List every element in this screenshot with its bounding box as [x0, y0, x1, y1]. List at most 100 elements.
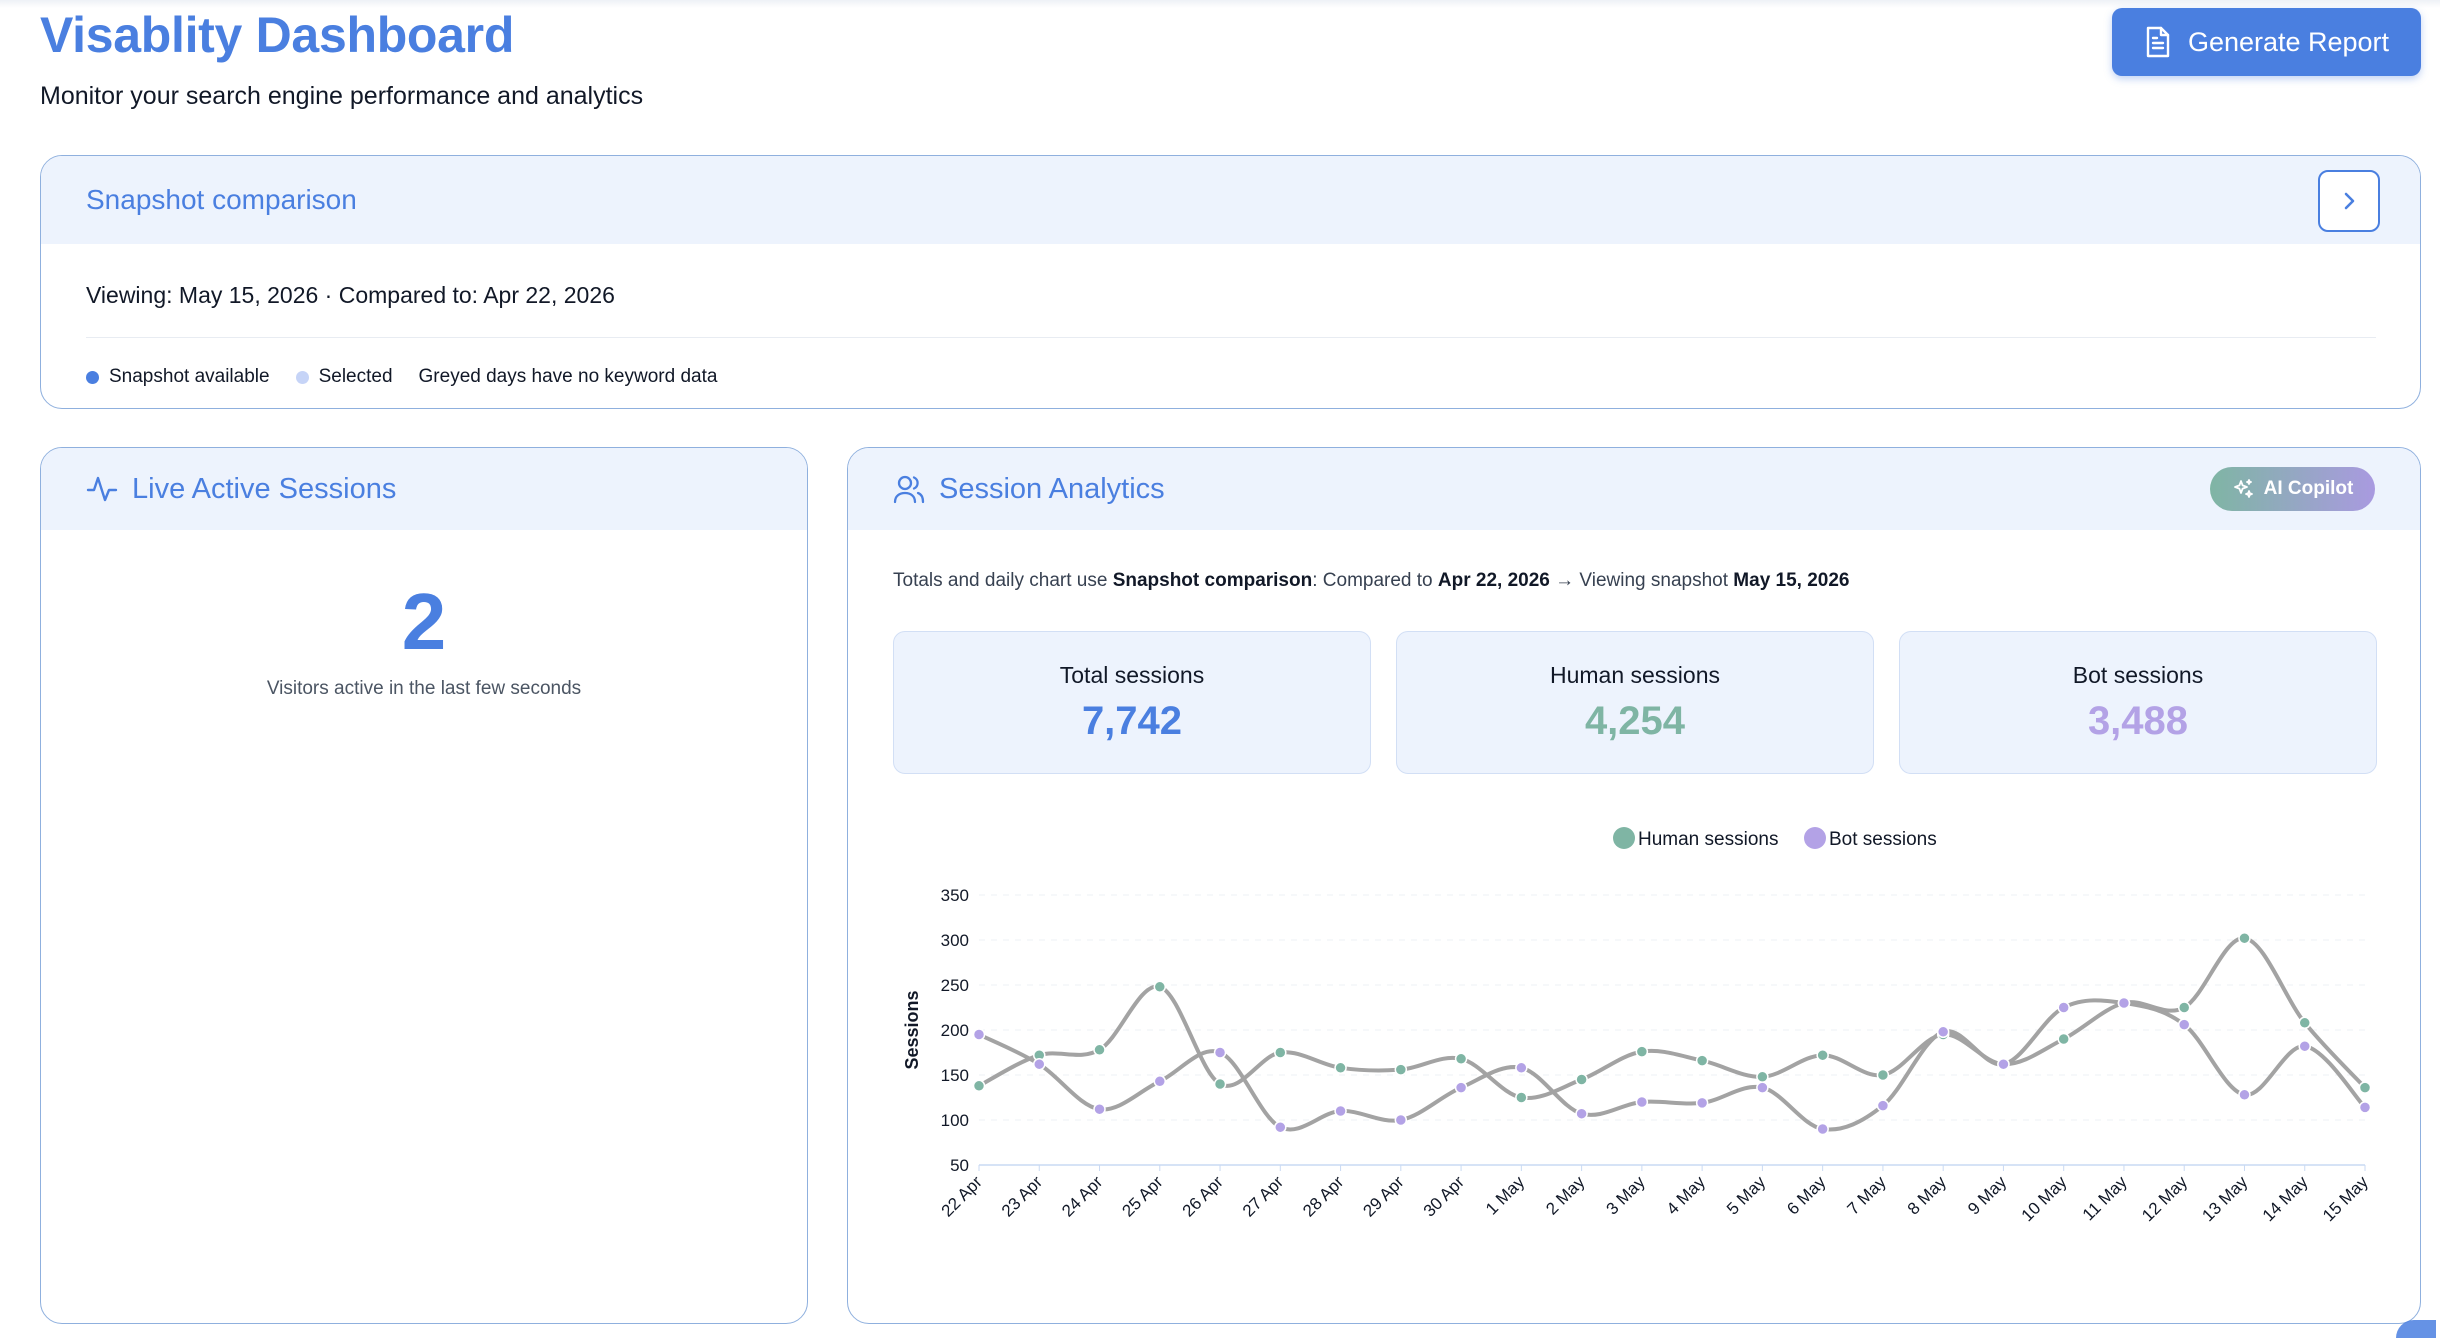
- snapshot-title: Snapshot comparison: [86, 184, 357, 215]
- x-tick-label: 28 Apr: [1299, 1172, 1347, 1220]
- data-point-bot: [1274, 1120, 1287, 1134]
- x-tick-label: 15 May: [2319, 1172, 2372, 1225]
- x-tick-label: 14 May: [2259, 1172, 2312, 1225]
- legend-greyed-label: Greyed days have no keyword data: [418, 366, 718, 387]
- x-tick-label: 2 May: [1542, 1172, 1589, 1219]
- data-point-bot: [2358, 1101, 2372, 1114]
- page-title: Visablity Dashboard: [40, 7, 515, 63]
- x-tick-label: 27 Apr: [1239, 1172, 1287, 1220]
- data-point-bot: [1695, 1096, 1709, 1110]
- session-analytics-header: Session Analytics AI Copilot: [848, 448, 2420, 530]
- y-tick-label: 100: [941, 1111, 969, 1130]
- data-point-bot: [1093, 1102, 1106, 1116]
- y-tick-label: 350: [941, 886, 969, 905]
- x-tick-label: 24 Apr: [1058, 1172, 1106, 1220]
- x-tick-label: 5 May: [1723, 1172, 1770, 1219]
- data-point-human: [1093, 1043, 1106, 1057]
- note-mid: : Compared to: [1312, 570, 1438, 591]
- light-dot-icon: [295, 370, 309, 384]
- legend-label: Bot sessions: [1829, 829, 1937, 850]
- x-tick-label: 3 May: [1603, 1172, 1650, 1219]
- snapshot-comparison-card: Snapshot comparison Viewing: May 15, 202…: [40, 155, 2421, 409]
- document-icon: [2146, 26, 2170, 58]
- data-point-human: [1213, 1077, 1227, 1091]
- x-tick-label: 7 May: [1844, 1172, 1891, 1219]
- data-point-human: [2298, 1016, 2311, 1030]
- y-tick-label: 250: [941, 976, 969, 995]
- data-point-human: [1454, 1052, 1468, 1066]
- legend-swatch: [1613, 827, 1635, 849]
- corner-accent: [2396, 1320, 2436, 1338]
- x-tick-label: 25 Apr: [1118, 1172, 1166, 1220]
- note-bold-compared: Apr 22, 2026: [1437, 570, 1550, 591]
- data-point-human: [2057, 1032, 2070, 1046]
- data-point-bot: [1997, 1057, 2010, 1071]
- data-point-human: [2177, 1001, 2191, 1014]
- x-tick-label: 1 May: [1482, 1172, 1529, 1219]
- snapshot-expand-button[interactable]: [2318, 170, 2380, 232]
- live-sessions-title: Live Active Sessions: [132, 472, 397, 505]
- generate-report-label: Generate Report: [2187, 26, 2390, 57]
- x-tick-label: 13 May: [2198, 1172, 2251, 1225]
- ai-copilot-button[interactable]: AI Copilot: [2210, 467, 2375, 511]
- legend-available-label: Snapshot available: [109, 366, 270, 387]
- data-point-human: [1575, 1073, 1588, 1086]
- data-point-bot: [2238, 1088, 2251, 1102]
- stat-human-sessions: Human sessions 4,254: [1396, 631, 1874, 774]
- data-point-bot: [1213, 1046, 1227, 1059]
- note-prefix: Totals and daily chart use: [893, 570, 1113, 591]
- data-point-human: [2358, 1081, 2372, 1094]
- data-point-human: [972, 1079, 986, 1093]
- legend-selected: Selected: [295, 366, 393, 388]
- x-tick-label: 30 Apr: [1420, 1172, 1468, 1220]
- live-sessions-card: Live Active Sessions 2 Visitors active i…: [40, 447, 808, 1324]
- x-tick-label: 10 May: [2018, 1172, 2071, 1225]
- data-point-bot: [1635, 1095, 1649, 1109]
- data-point-human: [1394, 1063, 1408, 1076]
- data-point-bot: [2298, 1039, 2311, 1053]
- x-tick-label: 22 Apr: [938, 1172, 986, 1220]
- x-tick-label: 11 May: [2079, 1172, 2131, 1224]
- x-tick-label: 8 May: [1904, 1172, 1951, 1219]
- stat-value: 7,742: [1081, 699, 1183, 743]
- y-tick-label: 50: [950, 1156, 969, 1175]
- live-active-count: 2: [401, 577, 447, 666]
- data-point-human: [1695, 1054, 1709, 1067]
- data-point-bot: [1454, 1081, 1468, 1094]
- series-line-human: [978, 936, 2367, 1101]
- data-point-human: [1274, 1046, 1287, 1059]
- note-mid2: → Viewing snapshot: [1549, 570, 1734, 591]
- data-point-bot: [1816, 1122, 1829, 1136]
- x-tick-label: 23 Apr: [998, 1172, 1046, 1220]
- analytics-note: Totals and daily chart use Snapshot comp…: [893, 570, 1850, 592]
- legend-greyed: Greyed days have no keyword data: [419, 366, 718, 388]
- x-tick-label: 9 May: [1964, 1172, 2011, 1219]
- y-tick-label: 300: [941, 931, 969, 950]
- data-point-human: [1153, 980, 1167, 994]
- data-point-human: [1515, 1091, 1528, 1104]
- y-axis-label: Sessions: [902, 990, 922, 1069]
- blue-dot-icon: [86, 370, 99, 384]
- ai-copilot-label: AI Copilot: [2263, 478, 2354, 499]
- legend-swatch: [1804, 827, 1826, 849]
- activity-icon: [86, 476, 118, 502]
- y-tick-label: 150: [941, 1066, 969, 1085]
- data-point-bot: [1575, 1107, 1588, 1120]
- data-point-human: [1635, 1045, 1649, 1058]
- data-point-human: [1756, 1070, 1769, 1084]
- generate-report-button[interactable]: Generate Report: [2112, 8, 2421, 76]
- data-point-bot: [1876, 1099, 1890, 1112]
- stat-value: 4,254: [1584, 699, 1686, 743]
- x-tick-label: 12 May: [2138, 1172, 2191, 1225]
- session-line-chart: 50 100 150 200 250 300 350 22 Apr 23 Apr 24 Apr 25…: [902, 827, 2372, 1225]
- live-caption: Visitors active in the last few seconds: [266, 678, 582, 699]
- stat-value: 3,488: [2087, 699, 2189, 743]
- stat-label: Total sessions: [1059, 662, 1205, 688]
- page-subtitle: Monitor your search engine performance a…: [40, 82, 644, 110]
- users-icon: [893, 475, 925, 504]
- sparkles-icon: [2233, 479, 2253, 498]
- snapshot-legend: Snapshot available Selected Greyed days …: [86, 366, 743, 388]
- x-tick-label: 26 Apr: [1179, 1172, 1227, 1220]
- data-point-bot: [972, 1028, 986, 1041]
- data-point-bot: [1334, 1104, 1347, 1118]
